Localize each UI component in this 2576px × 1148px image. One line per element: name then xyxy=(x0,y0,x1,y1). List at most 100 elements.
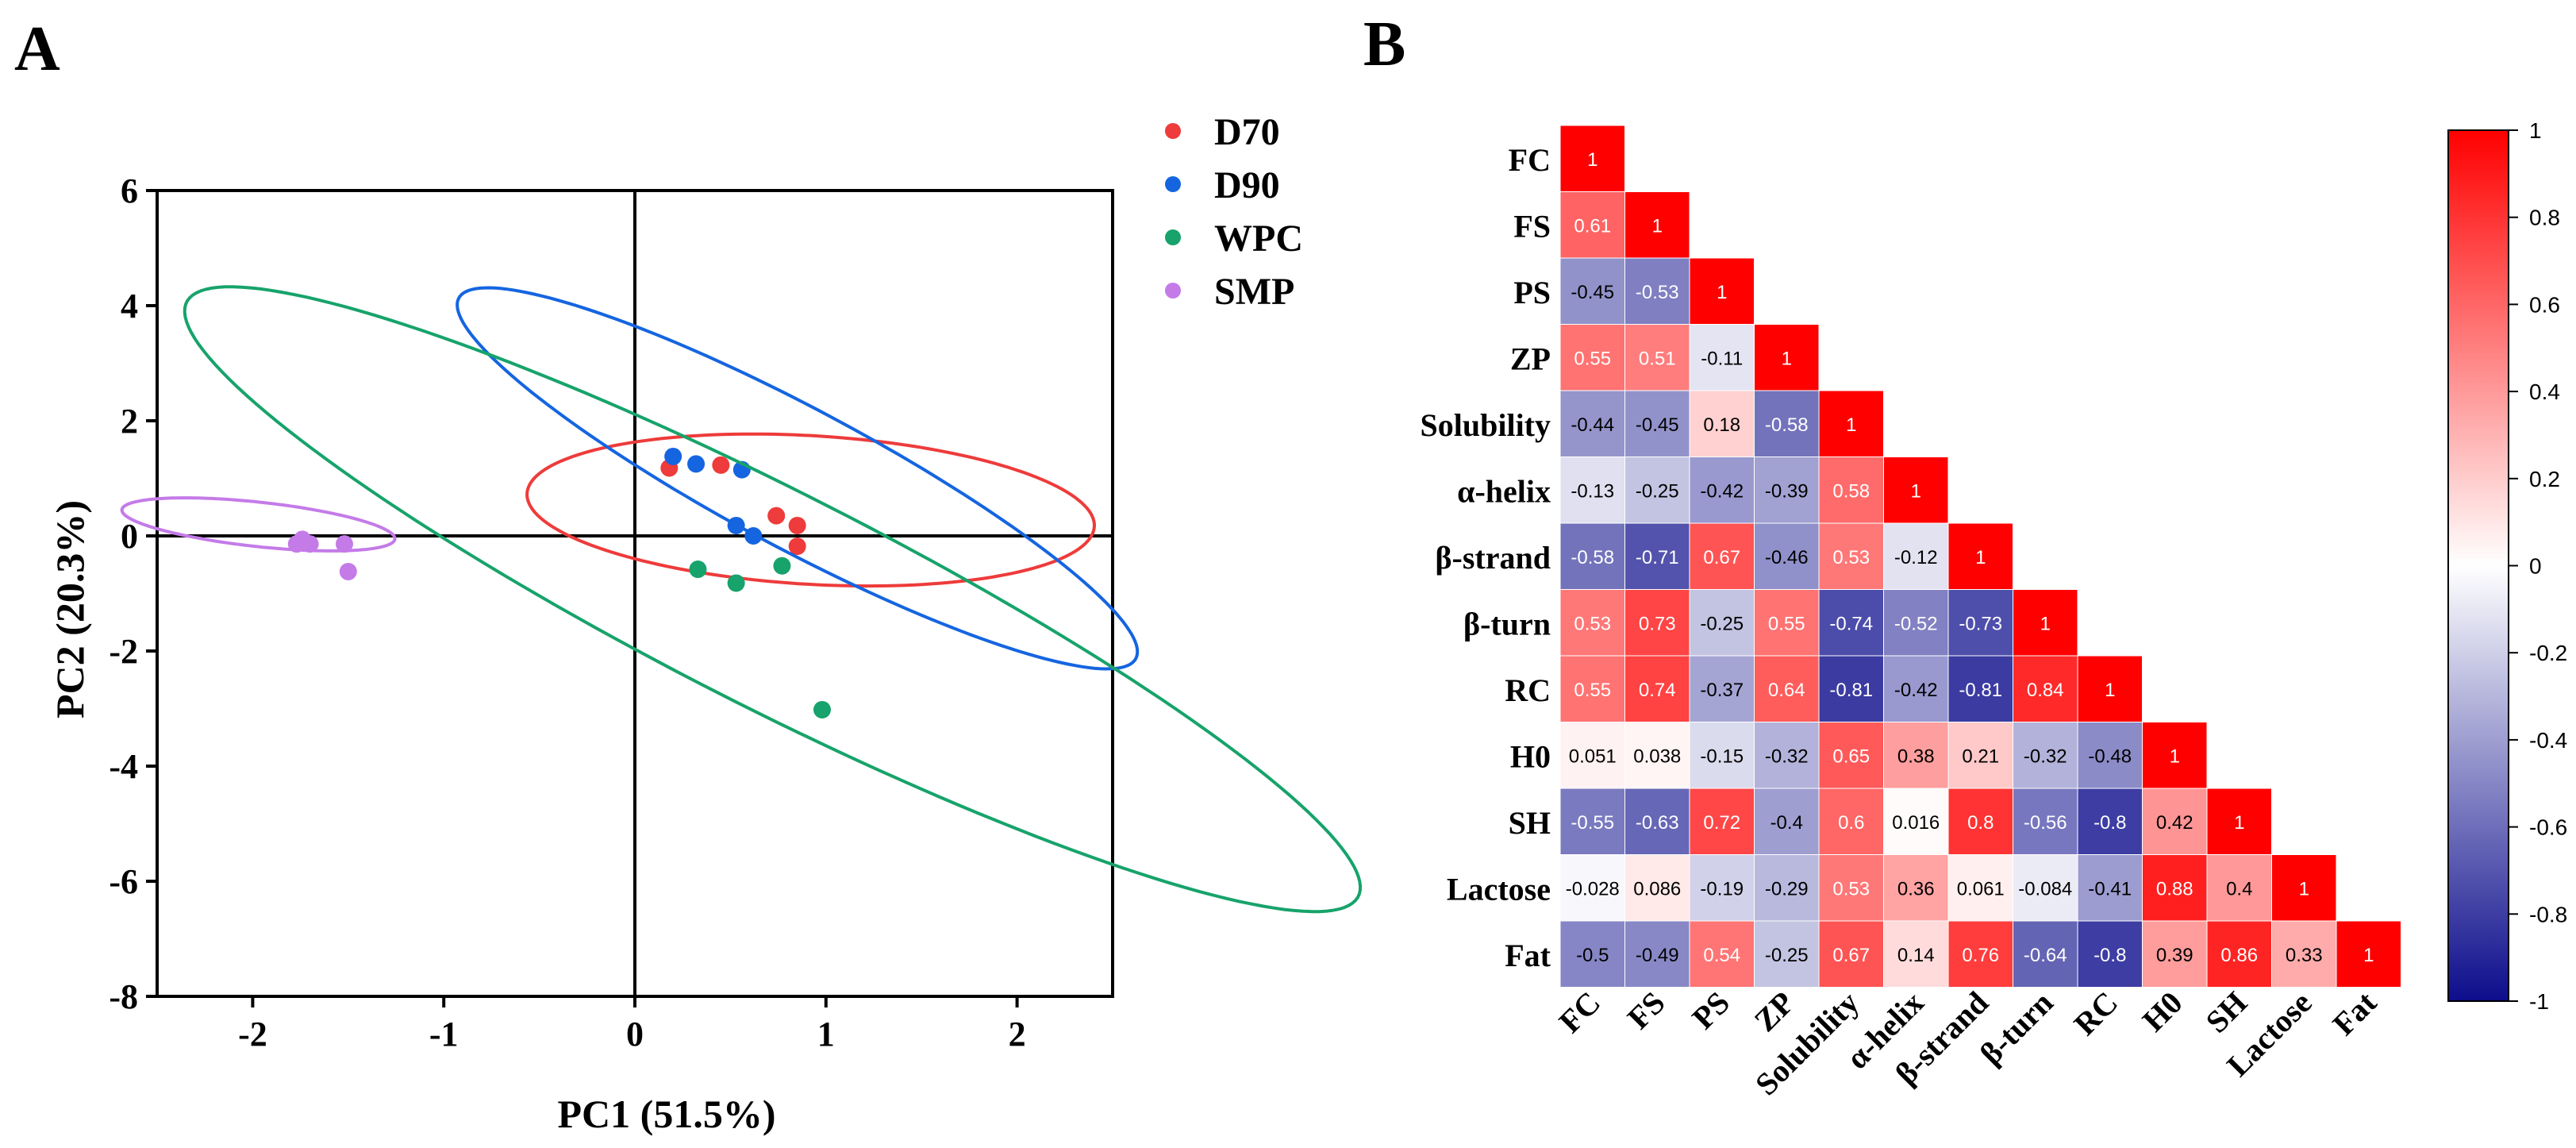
heatmap-cell-value: -0.45 xyxy=(1636,414,1679,436)
colorbar-tick-label: -0.2 xyxy=(2529,641,2567,665)
heatmap-cell-value: -0.15 xyxy=(1700,745,1744,767)
heatmap-cell xyxy=(1754,920,1820,988)
heatmap-cell-value: -0.41 xyxy=(2088,878,2132,900)
heatmap-cell-value: 0.88 xyxy=(2156,878,2193,900)
y-tick-label: -4 xyxy=(109,747,138,786)
heatmap-cell xyxy=(1818,722,1884,789)
heatmap-cell-value: 0.67 xyxy=(1703,547,1740,568)
legend-marker-wpc xyxy=(1165,229,1181,245)
heatmap-cell xyxy=(1559,457,1625,524)
heatmap-cell xyxy=(1624,257,1690,325)
heatmap-cell-value: -0.55 xyxy=(1571,812,1614,834)
heatmap-cell-value: 0.65 xyxy=(1832,745,1870,767)
heatmap-cell-value: 1 xyxy=(1652,215,1663,237)
heatmap-cell xyxy=(2271,920,2337,988)
heatmap-row-label: Solubility xyxy=(1420,407,1551,443)
heatmap-cell xyxy=(1818,655,1884,722)
heatmap-cell xyxy=(1947,920,2013,988)
heatmap-cell-value: 0.42 xyxy=(2156,812,2193,834)
heatmap-cell xyxy=(1754,655,1820,722)
heatmap-cell-value: 0.53 xyxy=(1574,613,1611,634)
heatmap-cell xyxy=(1624,589,1690,657)
heatmap-cell xyxy=(1624,522,1690,590)
heatmap-column-label: RC xyxy=(2067,984,2124,1042)
y-tick-label: -8 xyxy=(109,977,138,1016)
heatmap-cell-value: 0.8 xyxy=(1967,812,1994,834)
data-point-wpc xyxy=(813,700,831,718)
heatmap-cell-value: 0.4 xyxy=(2226,878,2252,900)
colorbar-tick-label: -1 xyxy=(2529,989,2549,1014)
heatmap-row-label: RC xyxy=(1505,672,1551,708)
heatmap-cell-value: -0.81 xyxy=(1959,680,2002,701)
heatmap-cell-value: 0.051 xyxy=(1569,745,1617,767)
heatmap-cell xyxy=(1624,920,1690,988)
colorbar-tick-label: 0.2 xyxy=(2529,467,2560,491)
colorbar-tick-label: 0.8 xyxy=(2529,206,2560,230)
heatmap-cell-value: -0.37 xyxy=(1700,680,1744,701)
heatmap-cell-value: 0.038 xyxy=(1633,745,1681,767)
heatmap-cell-value: -0.46 xyxy=(1765,547,1809,568)
heatmap-cell xyxy=(1689,788,1755,855)
heatmap-cell-value: 0.6 xyxy=(1838,812,1864,834)
heatmap-cell-value: -0.56 xyxy=(2024,812,2067,834)
heatmap-cell xyxy=(2206,854,2272,922)
heatmap-cell xyxy=(1754,722,1820,789)
y-tick-label: 6 xyxy=(121,171,138,210)
heatmap-cell xyxy=(2013,854,2078,922)
data-point-smp xyxy=(301,535,319,553)
heatmap-cell xyxy=(1754,522,1820,590)
heatmap-cell-value: -0.73 xyxy=(1959,613,2002,634)
heatmap-row-label: β-strand xyxy=(1435,540,1551,576)
data-point-d70 xyxy=(788,537,806,556)
x-axis-label: PC1 (51.5%) xyxy=(558,1092,776,1136)
heatmap-cell-value: 0.86 xyxy=(2220,945,2258,966)
heatmap-column-label: Fat xyxy=(2325,984,2383,1042)
heatmap-cell-value: 0.54 xyxy=(1703,945,1740,966)
x-tick-label: -1 xyxy=(429,1015,459,1054)
y-tick-label: 2 xyxy=(121,402,138,441)
data-point-smp xyxy=(335,535,353,553)
heatmap-cell-value: -0.8 xyxy=(2093,945,2126,966)
heatmap-cell-value: -0.58 xyxy=(1765,414,1809,436)
heatmap-cell xyxy=(1559,522,1625,590)
heatmap-cell xyxy=(1624,324,1690,391)
heatmap-cell xyxy=(1883,457,1949,524)
heatmap-column-label: β-turn xyxy=(1973,984,2060,1072)
heatmap-cell xyxy=(1818,920,1884,988)
heatmap-cell-value: 1 xyxy=(2040,613,2051,634)
heatmap-cell-value: -0.5 xyxy=(1576,945,1609,966)
x-tick-label: 1 xyxy=(817,1015,835,1054)
heatmap-cell-value: -0.71 xyxy=(1636,547,1679,568)
heatmap-cell-value: 0.76 xyxy=(1962,945,1999,966)
heatmap-cell-value: 0.51 xyxy=(1639,348,1676,369)
heatmap-cell-value: 1 xyxy=(2105,680,2115,701)
heatmap-cell xyxy=(1559,257,1625,325)
legend-label-d70: D70 xyxy=(1214,111,1280,153)
heatmap-column-label: ZP xyxy=(1747,984,1801,1038)
y-tick-label: 4 xyxy=(121,287,138,326)
colorbar-tick-label: 1 xyxy=(2529,118,2542,143)
colorbar-tick-label: 0.4 xyxy=(2529,379,2560,404)
heatmap-cell-value: 1 xyxy=(1846,414,1856,436)
data-point-d90 xyxy=(727,516,745,534)
colorbar xyxy=(2447,129,2509,1002)
heatmap-row-label: FS xyxy=(1513,208,1551,244)
heatmap-row-label: FC xyxy=(1509,142,1551,178)
heatmap-cell-value: -0.4 xyxy=(1771,812,1803,834)
heatmap-cell-value: -0.42 xyxy=(1894,680,1938,701)
correlation-heatmap: 10.61 1-0.45 -0.53 10.55 0.51 -0.11 1-0.44 -0.4… xyxy=(1420,118,2567,1102)
heatmap-cell xyxy=(1559,920,1625,988)
heatmap-cell-value: 0.67 xyxy=(1832,945,1870,966)
heatmap-row-label: ZP xyxy=(1510,341,1551,376)
heatmap-cell-value: -0.084 xyxy=(2018,878,2072,900)
heatmap-column-label: H0 xyxy=(2136,984,2190,1038)
data-point-smp xyxy=(287,535,306,553)
heatmap-cell-value: -0.32 xyxy=(1765,745,1809,767)
data-point-d90 xyxy=(687,455,706,473)
heatmap-cell-value: 1 xyxy=(1717,282,1727,303)
heatmap-cell-value: -0.49 xyxy=(1636,945,1679,966)
heatmap-cell xyxy=(1883,655,1949,722)
heatmap-cell-value: 1 xyxy=(2363,945,2374,966)
panel-b-label: B xyxy=(1363,10,1405,79)
